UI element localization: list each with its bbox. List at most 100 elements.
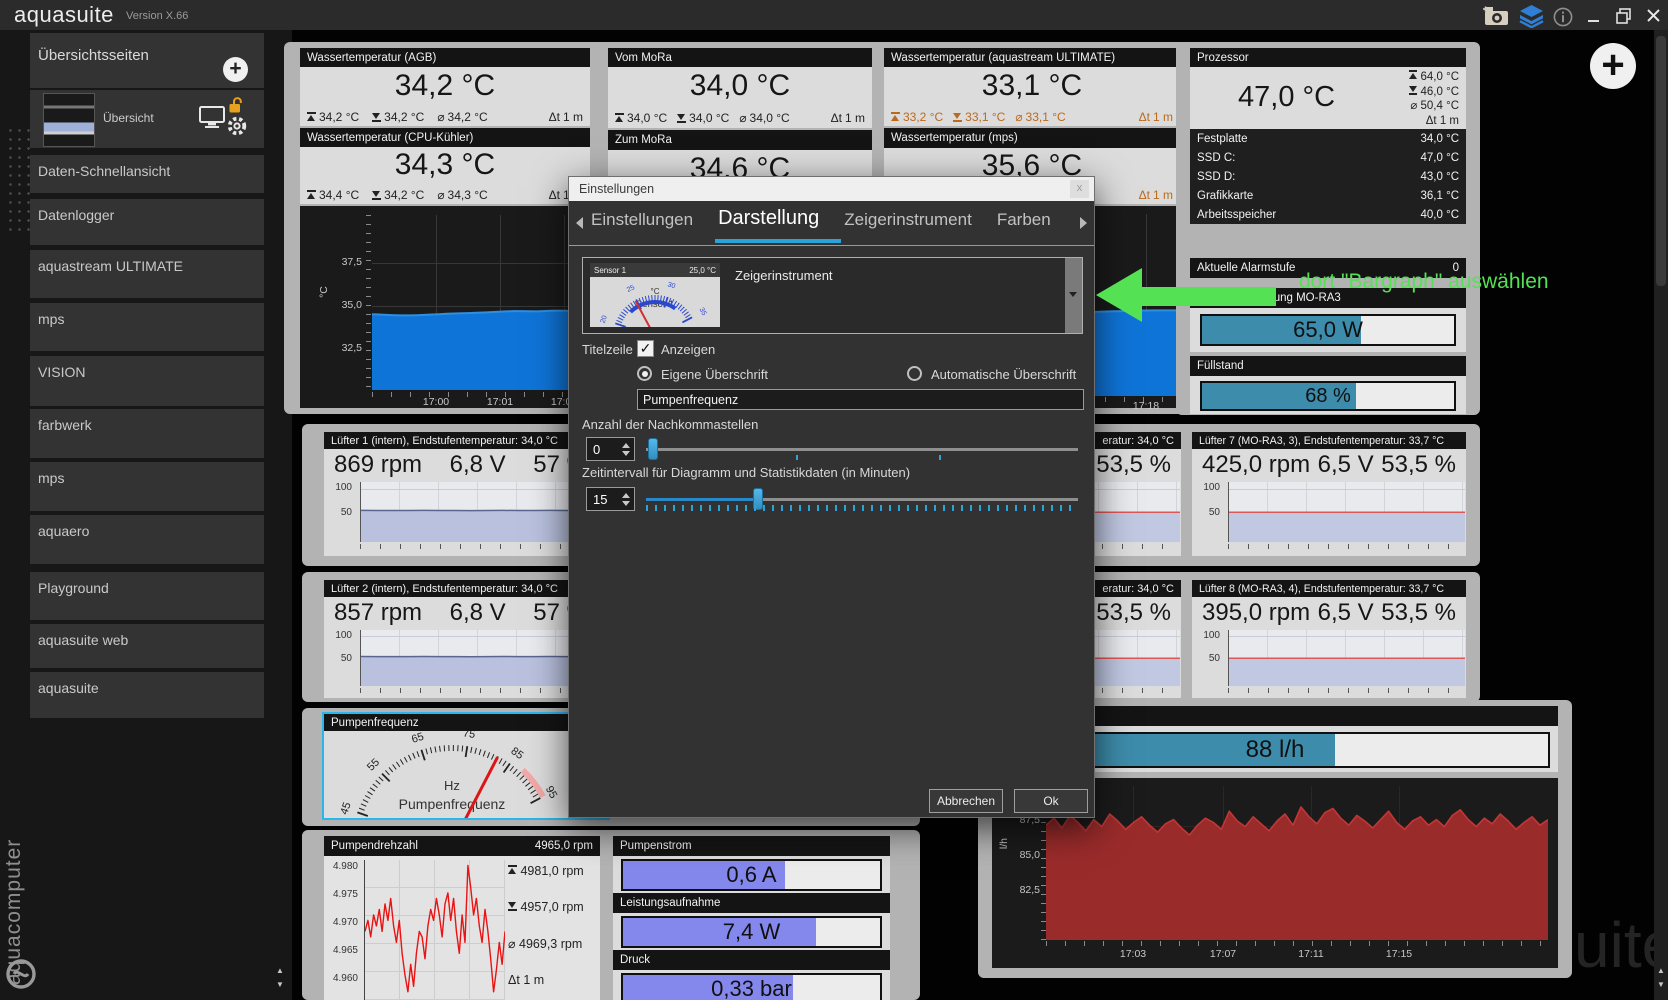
sidebar-item-aquasuite[interactable]: aquasuite <box>30 672 264 718</box>
y-tick: 100 <box>335 630 352 641</box>
radio-eigene-ueberschrift[interactable] <box>637 366 652 381</box>
sidebar-item-mps-2[interactable]: mps <box>30 462 264 511</box>
tile-header-alarm[interactable]: Aktuelle Alarmstufe 0 <box>1190 258 1466 278</box>
interval-spinner[interactable]: 15 <box>586 487 635 511</box>
anzeigen-checkbox[interactable]: ✓ <box>637 340 654 357</box>
scroll-down-arrow[interactable]: ▼ <box>1657 980 1665 989</box>
tile-header-aquastream[interactable]: Wassertemperatur (aquastream ULTIMATE) <box>884 48 1180 67</box>
sidebar-item-mps-1[interactable]: mps <box>30 303 264 351</box>
tile-header-vom-mora[interactable]: Vom MoRa <box>608 48 872 67</box>
scrollbar-thumb[interactable] <box>1656 36 1666 286</box>
gear-icon[interactable] <box>226 115 248 137</box>
sidebar-item-aquasuite-web[interactable]: aquasuite web <box>30 624 264 668</box>
ueberschrift-input[interactable] <box>637 389 1084 410</box>
tile-body-cpu-cooler: 34,3 °C <box>300 147 590 185</box>
tabs-scroll-right-icon[interactable] <box>1080 217 1087 229</box>
dialog-close-button[interactable]: x <box>1070 180 1089 198</box>
screenshot-camera-icon[interactable] <box>1482 5 1510 27</box>
app-logo: aquasuite <box>14 2 114 27</box>
luefter1-chart-tile[interactable]: 100 50 <box>324 480 598 556</box>
sidebar-section-overview-pages: Übersichtsseiten + <box>30 33 264 88</box>
agb-value: 34,2 °C <box>394 69 496 102</box>
tile-header-leistungsaufnahme[interactable]: Leistungsaufnahme <box>613 893 890 913</box>
scroll-up-arrow[interactable]: ▲ <box>1657 966 1665 975</box>
decimals-slider-handle[interactable] <box>648 438 658 460</box>
tile-header-luefter2[interactable]: Lüfter 2 (intern), Endstufentemperatur: … <box>324 580 598 597</box>
sidebar-item-aquastream[interactable]: aquastream ULTIMATE <box>30 250 264 298</box>
interval-slider-track[interactable] <box>646 498 1078 501</box>
tile-pumpenfrequenz-gauge-selected[interactable]: Pumpenfrequenz Hz Pumpenfrequenz 45 55 65 7… <box>322 712 610 820</box>
tile-header-pumpenstrom[interactable]: Pumpenstrom <box>613 836 890 856</box>
tile-header-zum-mora[interactable]: Zum MoRa <box>608 130 872 150</box>
monitor-icon[interactable] <box>198 105 226 129</box>
tabs-scroll-left-icon[interactable] <box>576 217 583 229</box>
ok-button[interactable]: Ok <box>1014 789 1088 813</box>
sidebar-item-overview-page[interactable]: Übersicht <box>30 90 264 148</box>
cpu-cooler-stats: 34,4 °C 34,2 °C ⌀34,3 °C Δt1 m <box>300 185 590 204</box>
tile-header-luefter7[interactable]: Lüfter 7 (MO-RA3, 3), Endstufentemperatu… <box>1192 432 1466 449</box>
sidebar-item-datalogger[interactable]: Datenlogger <box>30 199 264 245</box>
annotation-arrow-shaft <box>1140 287 1276 306</box>
tab-zeigerinstrument[interactable]: Zeigerinstrument <box>844 210 972 229</box>
drehzahl-stats: 4981,0 rpm 4957,0 rpm ⌀ 4969,3 rpm Δt 1 … <box>508 864 584 987</box>
leistung-bargraph: 65,0 W <box>1200 314 1456 346</box>
widget-type-dropdown[interactable]: Sensor 1 25,0 °C °C Sensor 1 20 25 30 35 Zei… <box>582 257 1083 334</box>
luefter8-chart-tile[interactable]: 100 50 <box>1192 628 1466 698</box>
minimize-button[interactable] <box>1586 9 1602 25</box>
unlock-icon[interactable] <box>228 96 244 114</box>
dropdown-arrow-button[interactable] <box>1065 258 1082 333</box>
sidebar-scroll-up[interactable]: ▲ <box>276 966 284 975</box>
tab-darstellung[interactable]: Darstellung <box>718 207 820 229</box>
sidebar-item-playground[interactable]: Playground <box>30 572 264 620</box>
y-tick: 4.980 <box>332 861 358 872</box>
add-widget-button[interactable]: + <box>1590 43 1636 89</box>
flow-chart-tile[interactable]: l/h 87,5 85,0 82,5 17:03 17:07 17:11 17:… <box>992 778 1558 968</box>
layers-icon[interactable] <box>1518 4 1545 28</box>
svg-text:25: 25 <box>626 284 636 294</box>
sidebar-item-quick-view[interactable]: Daten-Schnellansicht <box>30 155 264 193</box>
water-temp-chart-tile[interactable]: °C 37,5 35,0 32,5 17:00 17:01 17:02 <box>300 206 590 408</box>
tile-header-durchfluss[interactable] <box>992 706 1558 726</box>
x-tick: 17:11 <box>1298 948 1324 960</box>
info-icon[interactable] <box>1553 7 1573 27</box>
max-icon <box>615 113 624 123</box>
sidebar-item-aquaero[interactable]: aquaero <box>30 515 264 564</box>
tab-farben[interactable]: Farben <box>996 210 1051 229</box>
anzeigen-label: Anzeigen <box>661 342 716 357</box>
min-icon <box>508 901 517 911</box>
sidebar-item-farbwerk[interactable]: farbwerk <box>30 409 264 458</box>
tile-header-druck[interactable]: Druck <box>613 950 890 970</box>
interval-slider-fill <box>646 498 758 501</box>
tile-header-cpu-cooler[interactable]: Wassertemperatur (CPU-Kühler) <box>300 128 590 147</box>
fan-rpm: 425,0 rpm <box>1202 450 1311 478</box>
tab-einstellungen[interactable]: Einstellungen <box>591 210 694 229</box>
tile-header-agb[interactable]: Wassertemperatur (AGB) <box>300 48 590 67</box>
radio-automatische-ueberschrift[interactable] <box>907 366 922 381</box>
druck-bargraph: 0,33 bar <box>621 973 882 1000</box>
fan-pct: 53,5 % <box>1096 450 1171 478</box>
tile-header-prozessor[interactable]: Prozessor <box>1190 48 1466 67</box>
tile-header-fuellstand[interactable]: Füllstand <box>1190 356 1466 376</box>
restore-button[interactable] <box>1615 7 1633 25</box>
luefter7-chart-tile[interactable]: 100 50 <box>1192 480 1466 556</box>
luefter2-chart-tile[interactable]: 100 50 <box>324 628 598 698</box>
leistung-value: 65,0 W <box>1293 317 1363 342</box>
tile-header-luefter1[interactable]: Lüfter 1 (intern), Endstufentemperatur: … <box>324 432 598 449</box>
decimals-slider-track[interactable] <box>646 448 1078 451</box>
dialog-title-bar[interactable]: Einstellungen <box>569 177 1094 201</box>
decimals-spinner[interactable]: 0 <box>586 437 635 461</box>
sidebar-item-vision[interactable]: VISION <box>30 356 264 406</box>
bar-fill <box>623 861 785 889</box>
vertical-scrollbar[interactable]: ▲ ▼ <box>1654 30 1668 1000</box>
tile-header-luefter8[interactable]: Lüfter 8 (MO-RA3, 4), Endstufentemperatu… <box>1192 580 1466 597</box>
tile-header-mps[interactable]: Wassertemperatur (mps) <box>884 128 1180 148</box>
alarm-value: 0 <box>1452 262 1459 274</box>
sidebar-scroll-down[interactable]: ▼ <box>276 980 284 989</box>
svg-text:20: 20 <box>600 315 609 325</box>
tile-header-pumpendrehzahl[interactable]: Pumpendrehzahl 4965,0 rpm <box>324 836 600 856</box>
close-button[interactable] <box>1645 7 1662 24</box>
cancel-button[interactable]: Abbrechen <box>929 789 1003 813</box>
fuellstand-value: 68 % <box>1305 384 1351 407</box>
tile-body-agb: 34,2 °C <box>300 67 590 107</box>
add-page-button[interactable]: + <box>223 57 248 82</box>
